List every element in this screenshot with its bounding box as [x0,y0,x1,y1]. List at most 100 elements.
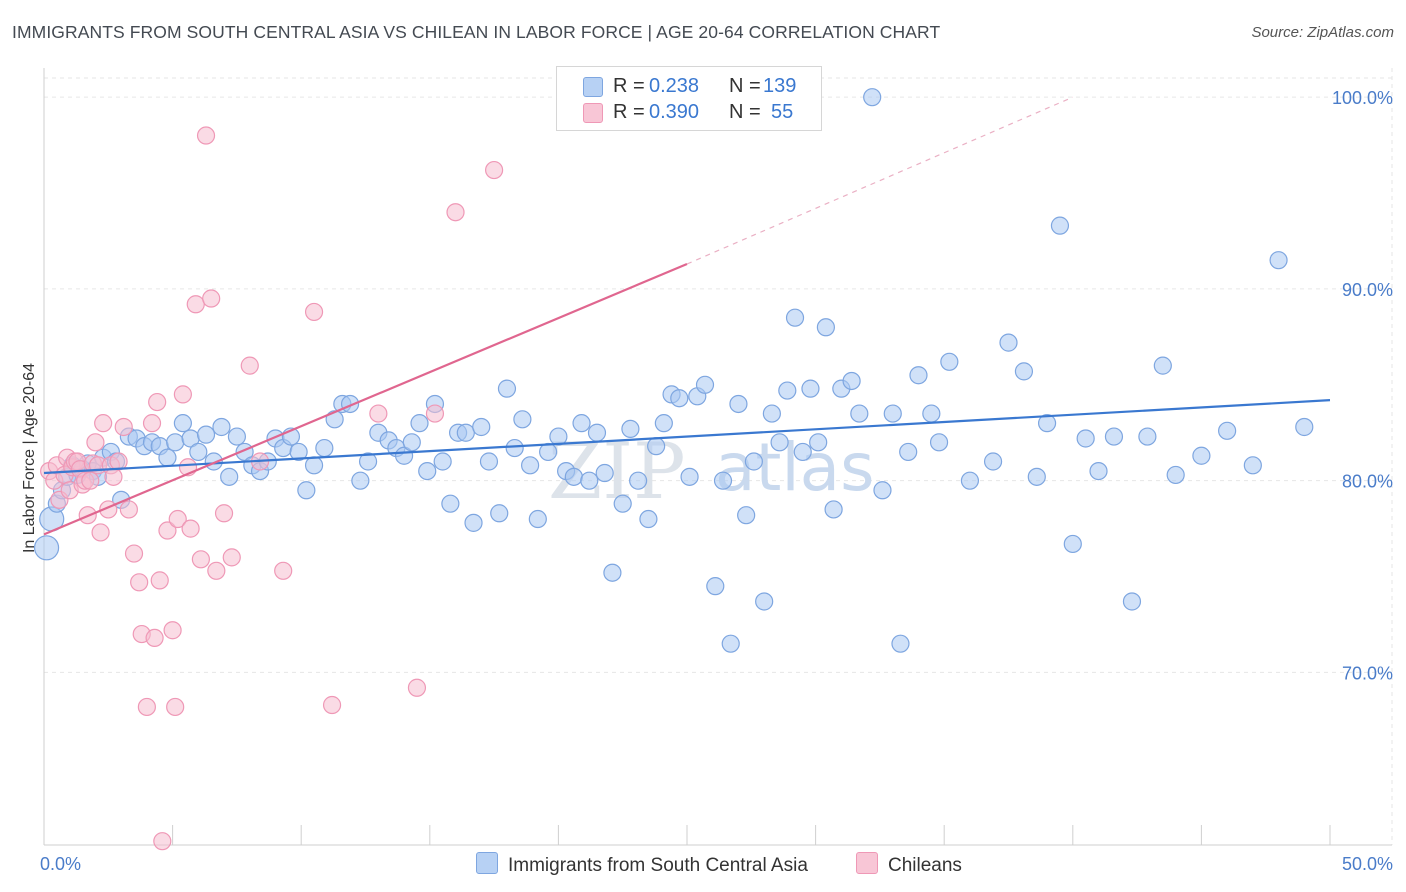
trend-line-pink [43,262,688,536]
data-point-blue [801,379,820,398]
data-point-blue [1153,356,1172,375]
data-point-blue [1243,456,1262,475]
data-point-blue [433,452,452,471]
data-point-blue [744,452,763,471]
legend-n-label: N = [729,101,761,123]
legend-n-value: 139 [763,75,797,97]
data-point-blue [513,410,532,429]
data-point-blue [196,425,216,444]
data-point-blue [227,427,246,446]
data-points [33,88,1314,851]
data-point-pink [158,521,177,540]
data-point-pink [304,302,324,322]
data-point-pink [163,621,182,640]
data-point-blue [762,404,781,423]
data-point-pink [145,628,164,648]
data-point-pink [369,404,388,423]
data-point-blue [629,471,648,490]
data-point-blue [490,504,509,523]
data-point-pink [114,417,133,437]
data-point-blue [816,318,835,337]
data-point-pink [181,519,200,538]
legend-swatch-blue [583,77,603,97]
data-point-blue [983,452,1003,471]
data-point-pink [202,289,221,308]
data-point-pink [222,548,241,567]
data-point-pink [173,385,192,404]
data-point-blue [706,577,725,596]
data-point-blue [351,471,370,490]
trend-line-pink-extension [686,96,1074,265]
y-tick-label: 70.0% [1342,663,1393,683]
data-point-blue [325,410,344,429]
data-point-blue [521,456,540,475]
data-point-blue [713,471,733,490]
data-point-blue [999,333,1018,352]
data-point-blue [418,461,437,481]
data-point-blue [755,592,774,611]
data-point-pink [148,392,167,412]
data-point-blue [770,433,789,452]
data-point-blue [873,481,892,500]
data-point-blue [564,467,583,486]
data-point-pink [322,695,342,715]
watermark-atlas: atlas [715,429,875,506]
chart-title: IMMIGRANTS FROM SOUTH CENTRAL ASIA VS CH… [12,22,941,42]
data-point-blue [1192,446,1211,465]
data-point-blue [304,456,324,475]
y-axis-label: In Labor Force | Age 20-64 [21,363,38,553]
data-point-blue [1050,216,1070,235]
data-point-blue [528,509,547,529]
data-point-blue [173,414,192,433]
data-point-blue [166,433,185,452]
axes [43,68,1392,846]
data-point-blue [410,414,429,433]
data-point-blue [580,471,599,490]
data-point-pink [207,561,226,580]
data-point-blue [1037,414,1057,433]
data-point-pink [86,433,105,452]
data-point-blue [793,442,812,462]
data-point-blue [613,494,632,513]
data-point-pink [142,414,162,433]
data-point-blue [909,366,928,385]
data-point-blue [603,563,622,582]
data-point-pink [214,504,234,523]
data-point-blue [297,481,316,500]
data-point-pink [485,160,504,180]
data-point-blue [587,423,607,442]
data-point-blue [1063,534,1082,554]
data-point-blue [863,88,882,107]
data-point-blue [212,417,231,437]
data-point-blue [456,423,475,442]
data-point-blue [1166,465,1185,485]
data-point-blue [1218,421,1237,440]
bottom-legend-swatch-blue [476,852,498,874]
legend-r-label: R = [613,75,645,97]
x-tick-label: 0.0% [40,854,81,874]
data-point-blue [1269,251,1288,270]
data-point-pink [104,467,123,486]
data-point-pink [240,356,259,375]
correlation-legend: R = 0.238 N = 139 R = 0.390 N = 55 [556,66,822,131]
data-point-blue [1104,427,1124,446]
data-point-blue [940,352,959,371]
data-point-blue [402,433,421,452]
bottom-legend-pink: Chileans [856,852,962,877]
y-tick-label: 80.0% [1342,472,1393,492]
data-point-pink [407,678,427,697]
data-point-blue [737,506,756,525]
bottom-legend-blue: Immigrants from South Central Asia [476,852,808,877]
data-point-blue [647,437,666,456]
data-point-blue [824,500,843,519]
legend-r-label: R = [613,101,645,123]
source-label: Source: ZipAtlas.com [1251,24,1394,41]
data-point-blue [899,442,918,462]
data-point-blue [929,433,949,452]
data-point-blue [472,417,491,437]
data-point-blue [189,442,208,462]
data-point-pink [186,295,205,314]
data-point-blue [654,414,673,433]
data-point-pink [166,697,185,717]
grid-lines [44,68,1393,845]
